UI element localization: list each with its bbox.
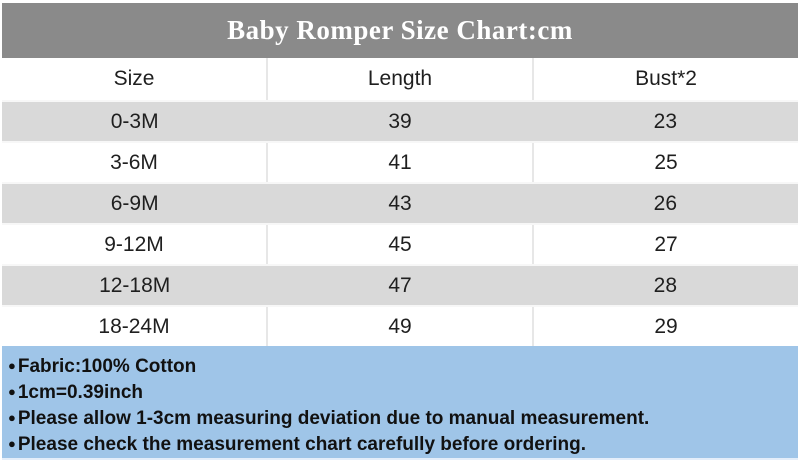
table-row: 12-18M 47 28 <box>2 264 798 305</box>
bullet-icon: ● <box>8 410 16 425</box>
note-line-conversion: ● 1cm=0.39inch <box>8 380 792 406</box>
note-text: Please allow 1-3cm measuring deviation d… <box>17 408 650 429</box>
notes-panel: ● Fabric:100% Cotton ● 1cm=0.39inch ● Pleas… <box>2 346 798 460</box>
bust-cell: 29 <box>532 307 798 346</box>
note-text: Fabric:100% Cotton <box>17 356 197 377</box>
bullet-icon: ● <box>8 384 16 399</box>
bust-cell: 26 <box>653 191 677 215</box>
table-row: 18-24M 49 29 <box>2 305 798 346</box>
table-row: 6-9M 43 26 <box>2 182 798 223</box>
length-cell: 45 <box>266 225 532 264</box>
note-line-deviation: ● Please allow 1-3cm measuring deviation … <box>8 406 792 432</box>
length-cell: 47 <box>388 273 412 297</box>
length-cell: 39 <box>388 109 412 133</box>
bust-cell: 27 <box>532 225 798 264</box>
size-table: Size Length Bust*2 0-3M 39 23 3-6M 41 25… <box>2 58 798 346</box>
chart-title-bar: Baby Romper Size Chart:cm <box>2 3 798 58</box>
bust-cell: 23 <box>653 109 677 133</box>
bust-cell: 25 <box>532 143 798 182</box>
length-cell: 41 <box>266 143 532 182</box>
column-header-length: Length <box>266 58 532 100</box>
note-line-check: ● Please check the measurement chart care… <box>8 432 792 458</box>
column-header-bust: Bust*2 <box>532 58 798 100</box>
bullet-icon: ● <box>8 436 16 451</box>
size-cell: 3-6M <box>110 150 158 174</box>
size-cell: 12-18M <box>99 273 171 297</box>
length-cell: 49 <box>266 307 532 346</box>
table-row: 0-3M 39 23 <box>2 100 798 141</box>
table-row: 3-6M 41 25 <box>2 141 798 182</box>
table-row: 9-12M 45 27 <box>2 223 798 264</box>
note-text: 1cm=0.39inch <box>17 382 144 403</box>
size-cell: 6-9M <box>110 191 159 215</box>
note-text: Please check the measurement chart caref… <box>17 434 586 455</box>
size-cell: 9-12M <box>104 232 164 256</box>
note-line-fabric: ● Fabric:100% Cotton <box>8 354 792 380</box>
length-cell: 43 <box>388 191 412 215</box>
column-header-size: Size <box>113 67 155 90</box>
size-cell: 0-3M <box>110 109 159 133</box>
bust-cell: 28 <box>653 273 677 297</box>
bullet-icon: ● <box>8 358 16 373</box>
chart-title: Baby Romper Size Chart:cm <box>227 15 573 45</box>
table-header-row: Size Length Bust*2 <box>2 58 798 100</box>
size-cell: 18-24M <box>98 314 170 338</box>
